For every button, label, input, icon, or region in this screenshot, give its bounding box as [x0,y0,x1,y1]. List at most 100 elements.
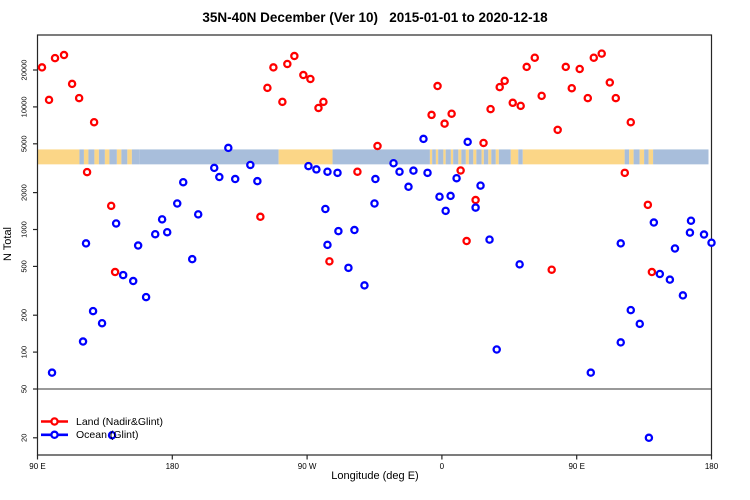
strip-segment-land [116,149,122,165]
data-point [471,195,480,205]
data-point [441,206,450,216]
data-point [256,212,265,222]
x-axis-title: Longitude (deg E) [331,470,419,482]
data-point [611,93,621,103]
data-point [463,137,472,147]
data-point [583,93,593,103]
data-point [605,78,615,87]
data-point [456,166,465,175]
data-point [360,281,369,290]
data-point [81,239,91,248]
data-point [178,177,188,187]
data-point [209,163,219,173]
strip-segment-ocean [498,149,511,165]
strip-segment-land [458,149,462,165]
data-point [575,64,584,74]
data-point [299,70,308,80]
data-point [312,165,321,174]
data-point [133,241,143,250]
strip-segment-land [648,149,654,165]
strip-segment-ocean [453,149,459,165]
y-axis-title: N Total [2,226,14,262]
y-tick-label: 20 [20,434,29,442]
data-point [665,275,675,284]
y-tick-label: 1000 [20,221,29,238]
strip-segment-ocean [438,149,444,165]
legend-label-ocean: Ocean (Glint) [76,429,139,441]
strip-segment-land [481,149,484,165]
x-tick-label: 180 [166,462,180,471]
x-tick-label: 90 E [29,462,45,471]
data-point [433,81,442,91]
data-point [515,260,524,269]
data-point [626,117,636,127]
strip-segment-land [278,149,333,165]
strip-segment-land [473,149,477,165]
data-point [118,270,128,280]
strip-segment-ocean [121,149,128,165]
strip-segment-land [510,149,519,165]
data-point [193,210,203,219]
data-point [172,199,182,208]
strip-segment-ocean [518,149,523,165]
data-point [353,167,362,176]
data-point [97,318,107,328]
data-point [404,182,413,192]
data-point [635,319,645,329]
y-tick-label: 500 [20,260,29,273]
data-point [440,119,449,128]
strip-segment-land [37,149,80,165]
data-point [530,53,540,62]
data-point [319,97,328,107]
strip-segment-ocean [653,149,709,165]
data-point [479,138,488,148]
data-point [567,83,577,93]
y-tick-label: 20000 [20,60,29,81]
data-point [370,199,379,208]
strip-segment-land [127,149,132,165]
y-tick-label: 5000 [20,135,29,152]
data-point [620,168,630,178]
strip-segment-land [94,149,99,165]
strip-segment-ocean [644,149,649,165]
legend-marker [50,417,59,426]
data-point [283,59,292,69]
strip-segment-ocean [483,149,489,165]
data-point [616,239,625,248]
data-point [162,227,172,237]
data-point [500,76,509,86]
data-point [670,244,680,253]
data-point [409,166,418,175]
strip-segment-ocean [88,149,95,165]
data-point [89,117,99,127]
strip-segment-ocean [332,149,430,165]
data-point [306,74,315,84]
data-point [476,181,485,190]
strip-segment-ocean [491,149,496,165]
data-point [427,110,436,120]
strip-segment-ocean [79,149,84,165]
data-point [446,191,455,201]
data-point [707,238,716,247]
strip-segment-ocean [98,149,105,165]
data-point [110,267,120,277]
y-tick-label: 2000 [20,184,29,201]
x-tick-label: 90 E [568,462,584,471]
strip-segment-land [639,149,645,165]
y-tick-label: 50 [20,385,29,393]
data-point [471,203,480,212]
data-point [278,97,287,107]
strip-segment-land [83,149,89,165]
data-point [678,291,688,300]
strip-segment-land [495,149,499,165]
strip-segment-ocean [476,149,482,165]
data-point [492,345,501,354]
data-point [323,167,332,176]
data-point [128,276,138,286]
data-point [269,63,278,72]
strip-segment-land [443,149,446,165]
data-point [626,305,636,315]
data-point [589,53,599,62]
